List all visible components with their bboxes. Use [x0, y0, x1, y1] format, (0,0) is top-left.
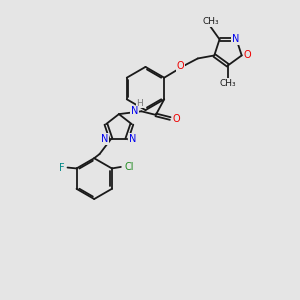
Text: Cl: Cl	[124, 162, 134, 172]
Text: O: O	[172, 113, 180, 124]
Text: O: O	[243, 50, 251, 60]
Text: N: N	[232, 34, 240, 44]
Text: N: N	[129, 134, 136, 144]
Text: N: N	[131, 106, 139, 116]
Text: F: F	[59, 163, 64, 172]
Text: O: O	[176, 61, 184, 71]
Text: H: H	[136, 99, 143, 108]
Text: CH₃: CH₃	[220, 79, 236, 88]
Text: N: N	[101, 134, 109, 144]
Text: CH₃: CH₃	[202, 17, 219, 26]
